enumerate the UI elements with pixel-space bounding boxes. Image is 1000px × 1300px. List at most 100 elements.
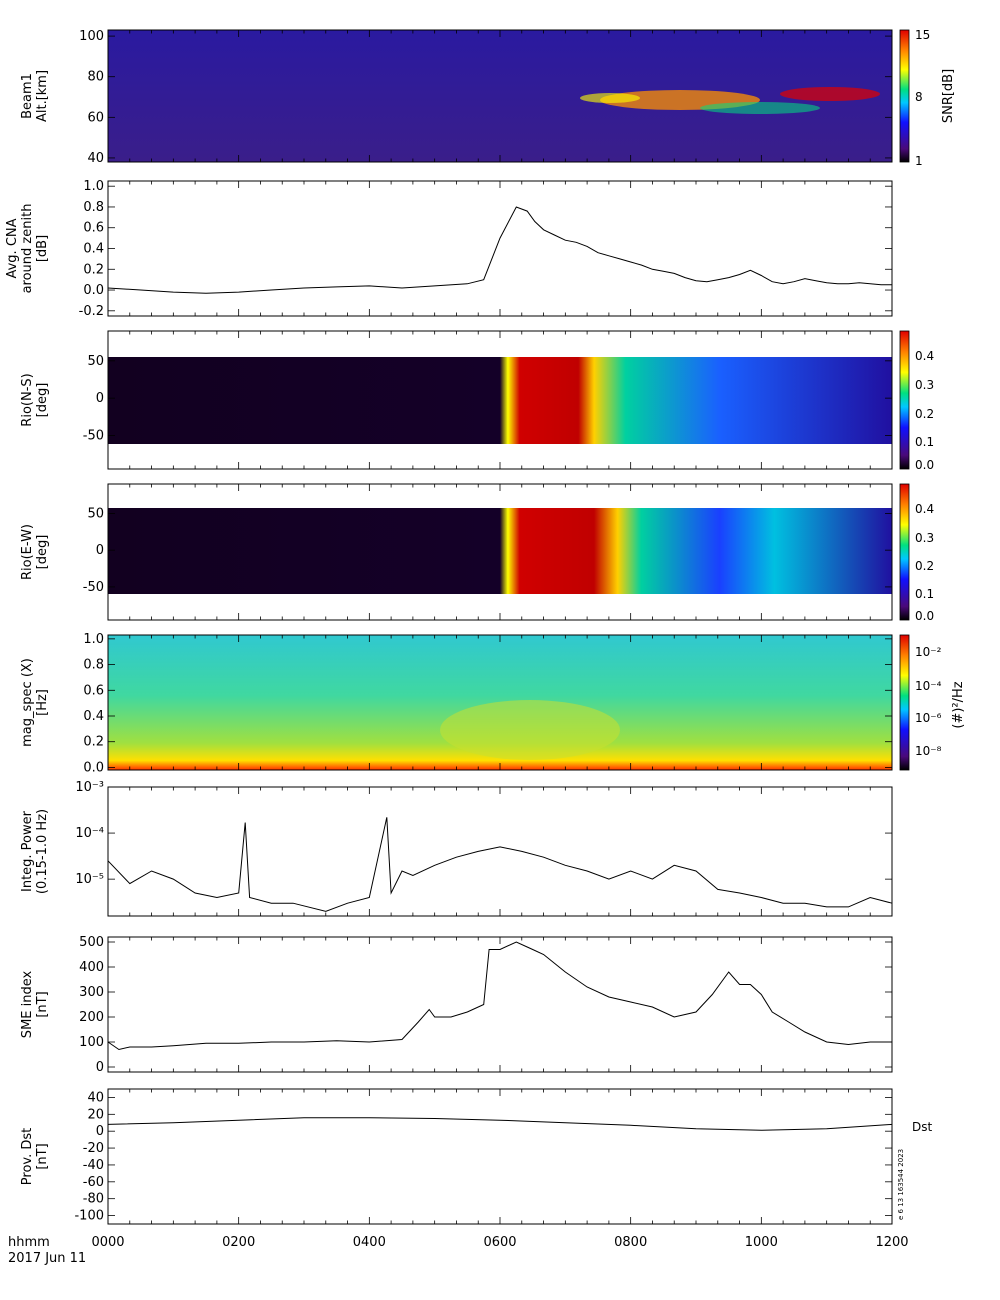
y-axis-label: [deg] xyxy=(35,535,50,570)
y-tick-label: 50 xyxy=(87,354,104,369)
beam-heatmap xyxy=(108,30,892,162)
y-tick-label: 0.0 xyxy=(83,760,104,775)
dst-frame xyxy=(108,1089,892,1224)
y-tick-label: -20 xyxy=(83,1141,104,1156)
y-tick-label: 0 xyxy=(96,543,104,558)
time-tick-label: 0400 xyxy=(353,1235,386,1250)
y-tick-label: 40 xyxy=(87,151,104,166)
time-tick-label: 0000 xyxy=(91,1235,124,1250)
magspec-panel xyxy=(108,635,892,770)
dst-series-label: Dst xyxy=(912,1120,932,1134)
y-tick-label: 300 xyxy=(79,985,104,1000)
y-tick-label: 60 xyxy=(87,110,104,125)
y-tick-label: 1.0 xyxy=(83,179,104,194)
colorbar-beam-tick-label: 1 xyxy=(915,154,923,168)
y-tick-label: -50 xyxy=(83,580,104,595)
cna-series-line xyxy=(107,206,892,294)
integ-panel xyxy=(107,787,893,916)
colorbar-beam-tick-label: 15 xyxy=(915,28,930,42)
y-tick-label: 0.0 xyxy=(83,283,104,298)
y-tick-label: -0.2 xyxy=(79,304,104,319)
y-axis-label: Beam1 xyxy=(20,73,35,119)
time-tick-label: 0200 xyxy=(222,1235,255,1250)
y-tick-label: 0.8 xyxy=(83,658,104,673)
time-tick-label: 1000 xyxy=(745,1235,778,1250)
y-tick-label: -60 xyxy=(83,1175,104,1190)
colorbar-rio-ns-tick-label: 0.0 xyxy=(915,458,934,472)
time-tick-label: 1200 xyxy=(875,1235,908,1250)
y-axis-label: [deg] xyxy=(35,383,50,418)
rio-ew-heatmap xyxy=(108,508,892,594)
y-tick-label: -50 xyxy=(83,428,104,443)
beam-layer-patch xyxy=(580,93,640,103)
y-axis-label: Alt.[km] xyxy=(35,70,50,122)
rio-ns-heatmap xyxy=(108,357,892,444)
y-tick-label: 0.8 xyxy=(83,200,104,215)
colorbar-rio-ns-tick-label: 0.2 xyxy=(915,407,934,421)
y-tick-label: 0.4 xyxy=(83,242,104,257)
y-tick-label: 0 xyxy=(96,1060,104,1075)
y-axis-label: [Hz] xyxy=(35,689,50,716)
y-axis-label: [dB] xyxy=(35,235,50,262)
dst-stamp: e 6 13 163544 2023 xyxy=(897,1149,905,1220)
y-tick-label: 0.6 xyxy=(83,221,104,236)
y-tick-label: 0 xyxy=(96,1124,104,1139)
sme-frame xyxy=(108,937,892,1072)
axes-layer: 40 60 80 100 Beam1 Alt.[km] -0.2 0.0 0.2 0.4 0.6 0.… xyxy=(5,29,893,1225)
colorbar-rio-ew-tick-label: 0.1 xyxy=(915,587,934,601)
colorbar-rio-ns-bar xyxy=(899,330,910,470)
y-tick-label: -40 xyxy=(83,1158,104,1173)
y-tick-label: 50 xyxy=(87,506,104,521)
y-tick-label: 0.6 xyxy=(83,683,104,698)
y-tick-label: 0.2 xyxy=(83,735,104,750)
time-axis: hhmm 2017 Jun 11 0000 0200 0400 0600 080… xyxy=(8,1235,909,1266)
colorbar-magspec-bar xyxy=(899,634,910,771)
y-axis-label: (0.15-1.0 Hz) xyxy=(35,809,50,894)
y-tick-label: 0.2 xyxy=(83,262,104,277)
colorbar-magspec-label: (#)²/Hz xyxy=(951,681,966,728)
y-axis-label: SME index xyxy=(20,971,35,1039)
beam-heatmap-features xyxy=(580,87,880,114)
colorbar-rio-ew-tick-label: 0.2 xyxy=(915,559,934,573)
integ-series-line xyxy=(107,817,893,912)
y-tick-label: -100 xyxy=(74,1209,104,1224)
colorbar-rio-ns-tick-label: 0.4 xyxy=(915,349,934,363)
y-tick-label: 0 xyxy=(96,391,104,406)
beam-layer-patch xyxy=(780,87,880,101)
y-tick-label: 0.4 xyxy=(83,709,104,724)
colorbar-rio-ew-tick-label: 0.3 xyxy=(915,531,934,545)
sme-panel xyxy=(107,937,892,1072)
time-axis-label: hhmm xyxy=(8,1235,50,1250)
y-tick-label: 10⁻⁴ xyxy=(75,826,104,841)
time-axis-date: 2017 Jun 11 xyxy=(8,1251,86,1266)
colorbar-magspec-tick-label: 10⁻⁸ xyxy=(915,744,942,758)
y-tick-label: 1.0 xyxy=(83,632,104,647)
y-tick-label: 20 xyxy=(87,1107,104,1122)
magspec-enhancement xyxy=(440,700,620,760)
y-axis-label: Avg. CNA xyxy=(5,218,20,278)
colorbar-rio-ns-tick-label: 0.1 xyxy=(915,435,934,449)
rio-ns-panel xyxy=(108,357,892,444)
y-tick-label: 10⁻³ xyxy=(75,780,104,795)
colorbar-beam-tick-label: 8 xyxy=(915,90,923,104)
colorbar-magspec-tick-label: 10⁻² xyxy=(915,645,942,659)
y-tick-label: 100 xyxy=(79,1035,104,1050)
dst-series-line xyxy=(107,1117,893,1131)
colorbar-magspec: 10⁻² 10⁻⁴ 10⁻⁶ 10⁻⁸ (#)²/Hz xyxy=(899,634,966,771)
y-axis-label: Prov. Dst xyxy=(20,1128,35,1185)
y-tick-label: 10⁻⁵ xyxy=(75,872,104,887)
colorbar-beam-bar xyxy=(899,29,910,163)
colorbar-magspec-tick-label: 10⁻⁴ xyxy=(915,679,942,693)
y-axis-label: [nT] xyxy=(35,1143,50,1169)
y-tick-label: 500 xyxy=(79,935,104,950)
y-axis-label: around zenith xyxy=(20,204,35,294)
cna-frame xyxy=(108,181,892,316)
colorbar-rio-ew-tick-label: 0.0 xyxy=(915,609,934,623)
colorbar-rio-ns: 0.4 0.3 0.2 0.1 0.0 xyxy=(899,330,934,472)
y-tick-label: 40 xyxy=(87,1090,104,1105)
colorbar-rio-ew-tick-label: 0.4 xyxy=(915,502,934,516)
colorbar-beam: 15 8 1 SNR[dB] xyxy=(899,28,956,168)
y-tick-label: 100 xyxy=(79,29,104,44)
y-axis-label: mag_spec (X) xyxy=(20,658,35,747)
